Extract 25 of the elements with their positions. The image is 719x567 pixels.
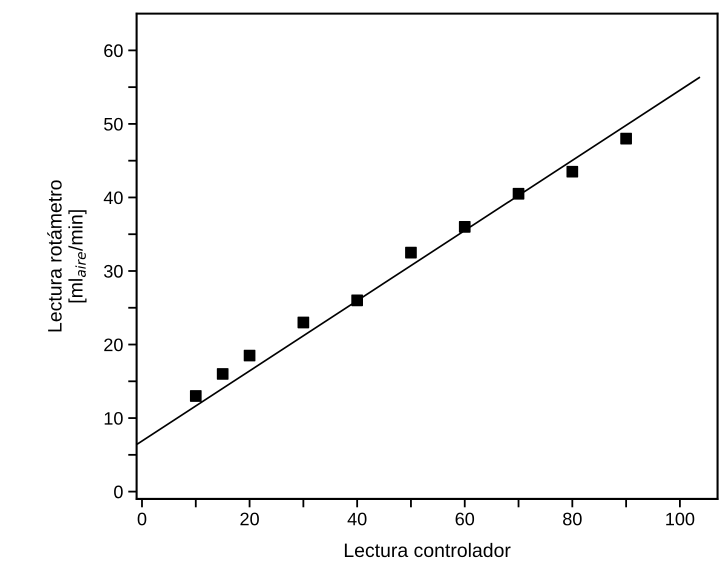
x-tick-label: 100 bbox=[666, 512, 694, 526]
y-tick-label: 0 bbox=[114, 486, 123, 498]
y-tick-label: 10 bbox=[104, 412, 123, 425]
point bbox=[351, 294, 363, 306]
x-tick-label: 60 bbox=[456, 512, 474, 526]
point bbox=[216, 368, 229, 380]
x-tick-label: 80 bbox=[563, 512, 582, 526]
x-tick-label: 0 bbox=[138, 512, 146, 526]
y-tick-label: 50 bbox=[104, 118, 123, 131]
point bbox=[566, 166, 578, 178]
point bbox=[458, 221, 471, 233]
point bbox=[512, 188, 524, 200]
point bbox=[298, 316, 310, 328]
x-tick-label: 40 bbox=[348, 512, 366, 526]
y-tick-label: 30 bbox=[104, 264, 123, 278]
point bbox=[190, 390, 202, 402]
point bbox=[244, 350, 256, 362]
point bbox=[620, 132, 632, 144]
y-tick-label: 40 bbox=[104, 191, 123, 204]
x-tick-label: 20 bbox=[240, 512, 259, 526]
point bbox=[405, 246, 417, 258]
y-tick-label: 60 bbox=[104, 44, 123, 58]
y-axis-title: Lectura rotámetro [ml$_{aire}$/min] bbox=[47, 180, 87, 332]
y-tick-label: 20 bbox=[104, 338, 123, 352]
x-axis-title: Lectura controlador bbox=[344, 542, 511, 558]
